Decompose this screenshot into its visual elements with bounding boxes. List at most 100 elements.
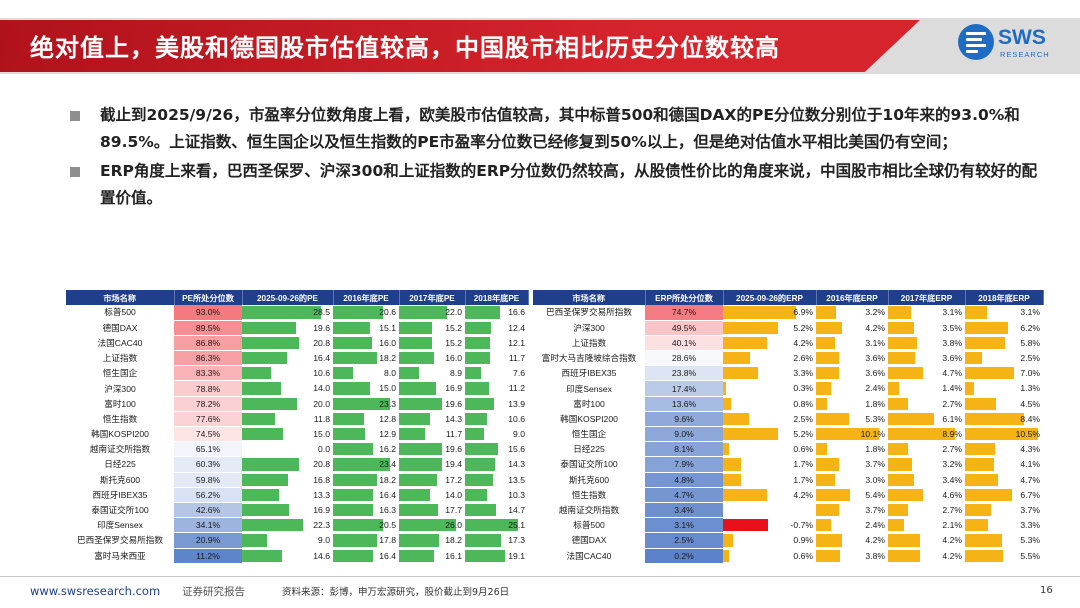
- pe-value-cell: 18.2: [333, 350, 399, 367]
- pe-value-label: 11.2: [508, 383, 525, 394]
- pe-bar: [333, 443, 373, 456]
- erp-bar: [816, 534, 843, 547]
- erp-value-cell: 0.6%: [723, 441, 816, 458]
- erp-header-cell: 2018年底ERP: [965, 290, 1044, 305]
- pe-value-cell: 16.8: [242, 472, 333, 488]
- pe-value-cell: 7.6: [465, 365, 528, 382]
- erp-percentile-cell: 23.8%: [645, 365, 723, 382]
- pe-bar: [333, 488, 374, 501]
- erp-value-cell: 1.3%: [965, 380, 1043, 397]
- pe-bar: [465, 503, 496, 517]
- pe-value-label: 8.0: [384, 368, 396, 379]
- pe-bar: [242, 321, 297, 334]
- erp-value-cell: 2.5%: [723, 411, 816, 428]
- pe-market-name: 韩国KOSPI200: [66, 426, 174, 443]
- erp-value-label: 6.1%: [942, 413, 962, 424]
- erp-header-cell: 市场名称: [533, 290, 646, 305]
- pe-value-cell: 14.3: [399, 411, 465, 428]
- pe-bar: [399, 397, 443, 410]
- erp-value-cell: 0.8%: [723, 396, 816, 412]
- pe-market-name: 斯托克600: [66, 472, 174, 488]
- erp-value-cell: 5.8%: [965, 335, 1043, 352]
- pe-bar: [333, 382, 370, 395]
- pe-bar: [399, 534, 440, 547]
- pe-value-label: 17.7: [445, 504, 462, 515]
- erp-market-name: 日经225: [533, 441, 645, 458]
- erp-value-cell: 5.2%: [723, 320, 816, 336]
- erp-value-cell: 2.6%: [723, 350, 816, 367]
- pe-value-label: 10.6: [508, 413, 525, 424]
- pe-value-label: 16.1: [445, 550, 462, 561]
- pe-bar: [465, 458, 496, 471]
- pe-value-label: 17.8: [379, 535, 396, 546]
- erp-bar: [888, 549, 920, 562]
- erp-percentile-cell: 9.6%: [645, 411, 723, 428]
- erp-market-name: 沪深300: [533, 320, 645, 336]
- erp-value-cell: -0.7%: [723, 517, 816, 534]
- pe-bar: [465, 443, 498, 456]
- pe-bar: [465, 519, 518, 532]
- pe-value-label: 16.6: [508, 307, 525, 317]
- erp-bar: [888, 367, 924, 380]
- erp-bar: [816, 473, 835, 486]
- erp-value-label: 3.3%: [1020, 520, 1040, 531]
- erp-value-cell: 3.4%: [888, 472, 965, 488]
- erp-value-label: 5.2%: [793, 429, 813, 439]
- pe-header-cell: 市场名称: [66, 290, 175, 305]
- pe-value-label: 16.0: [379, 337, 396, 348]
- pe-value-cell: 11.7: [465, 350, 528, 367]
- pe-bar: [242, 473, 289, 486]
- pe-bar: [242, 352, 288, 365]
- pe-value-label: 16.4: [379, 489, 396, 500]
- pe-value-label: 7.6: [513, 368, 525, 379]
- pe-percentile-cell: 86.8%: [174, 335, 242, 352]
- pe-value-cell: 12.1: [465, 335, 528, 352]
- erp-value-cell: 5.3%: [816, 411, 888, 428]
- pe-value-label: 12.4: [508, 322, 525, 333]
- erp-bar: [888, 428, 956, 441]
- erp-value-label: 3.1%: [942, 307, 962, 317]
- pe-bar: [242, 336, 300, 350]
- erp-value-label: 6.7%: [1020, 489, 1040, 500]
- pe-bar: [242, 549, 283, 562]
- erp-table-row: 韩国KOSPI200 9.6% 2.5% 5.3% 6.1% 8.4%: [533, 411, 1043, 428]
- pe-value-label: 16.4: [379, 550, 396, 561]
- pe-value-label: 14.3: [445, 413, 462, 424]
- erp-value-label: 2.7%: [942, 444, 962, 455]
- erp-value-label: 4.2%: [942, 550, 962, 561]
- pe-value-label: 12.9: [379, 429, 396, 439]
- pe-table-row: 韩国KOSPI200 74.5% 15.0 12.9 11.7 9.0: [66, 426, 528, 443]
- erp-bar: [965, 382, 975, 395]
- pe-bar: [399, 488, 430, 501]
- erp-value-cell: 7.0%: [965, 365, 1043, 382]
- erp-market-name: 上证指数: [533, 335, 645, 352]
- pe-percentile-cell: 65.1%: [174, 441, 242, 458]
- pe-header-cell: PE所处分位数: [174, 290, 243, 305]
- erp-value-cell: 1.7%: [723, 456, 816, 473]
- erp-bar: [888, 503, 909, 517]
- slide-title: 绝对值上，美股和德国股市估值较高，中国股市相比历史分位数较高: [30, 34, 780, 62]
- erp-percentile-cell: 3.1%: [645, 517, 723, 534]
- pe-market-name: 恒生国企: [66, 365, 174, 382]
- pe-bar: [242, 397, 298, 410]
- pe-value-cell: 15.0: [242, 426, 333, 443]
- erp-value-cell: 6.1%: [888, 411, 965, 428]
- pe-bar: [399, 503, 438, 517]
- erp-value-cell: 3.5%: [888, 320, 965, 336]
- pe-value-label: 15.0: [313, 429, 330, 439]
- pe-bar: [465, 428, 484, 441]
- pe-market-name: 巴西圣保罗交易所指数: [66, 532, 174, 549]
- erp-table-row: 西班牙IBEX35 23.8% 3.3% 3.6% 4.7% 7.0%: [533, 365, 1043, 382]
- erp-value-label: 5.2%: [793, 322, 813, 333]
- pe-value-cell: 10.3: [465, 487, 528, 503]
- pe-value-cell: 17.8: [333, 532, 399, 549]
- footer-website-link[interactable]: www.swsresearch.com: [30, 584, 161, 598]
- footer-source: 资料来源：彭博，申万宏源研究，股价截止到9月26日: [282, 587, 510, 598]
- pe-bar: [333, 336, 373, 350]
- erp-bar: [965, 549, 1004, 562]
- erp-bar: [965, 367, 1014, 380]
- erp-header-cell: 2016年底ERP: [816, 290, 889, 305]
- erp-value-label: 4.7%: [942, 368, 962, 379]
- erp-bar: [816, 412, 850, 425]
- erp-value-label: 3.7%: [1020, 504, 1040, 515]
